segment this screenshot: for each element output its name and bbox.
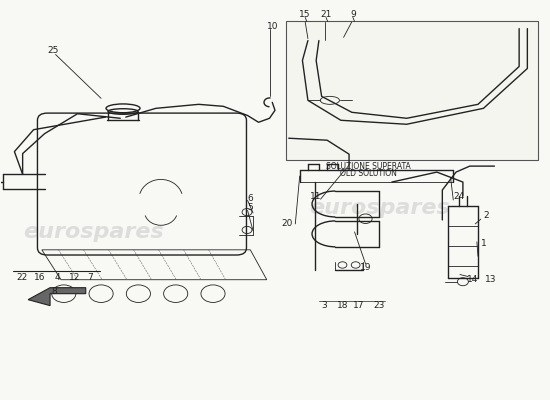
Text: 11: 11 [310,192,322,200]
Text: 5: 5 [248,204,253,212]
Bar [286,21,538,160]
Text: 17: 17 [353,301,365,310]
Text: 24: 24 [453,192,464,200]
Text: 21: 21 [320,10,332,19]
Text: 22: 22 [16,273,27,282]
Text: 2: 2 [483,212,489,220]
Text: 4: 4 [54,273,60,282]
Text: eurospares: eurospares [309,198,449,218]
Text: 8: 8 [52,287,57,296]
Polygon shape [28,288,86,306]
Text: 25: 25 [47,46,58,55]
Text: 20: 20 [282,220,293,228]
Text: 10: 10 [267,22,278,31]
Text: 16: 16 [35,273,46,282]
Text: 23: 23 [373,301,385,310]
Text: eurospares: eurospares [24,222,164,242]
Text: 15: 15 [299,10,311,19]
Text: 18: 18 [337,301,348,310]
Text: OLD SOLUTION: OLD SOLUTION [340,169,397,178]
Text: 19: 19 [360,263,371,272]
Text: 6: 6 [248,194,253,202]
Text: SOLUZIONE SUPERATA: SOLUZIONE SUPERATA [326,162,411,171]
Text: 13: 13 [485,275,496,284]
Text: 3: 3 [322,301,327,310]
Text: 12: 12 [69,273,80,282]
Text: 14: 14 [467,275,478,284]
Text: 9: 9 [350,10,356,19]
Text: 1: 1 [481,239,486,248]
Text: 7: 7 [87,273,93,282]
